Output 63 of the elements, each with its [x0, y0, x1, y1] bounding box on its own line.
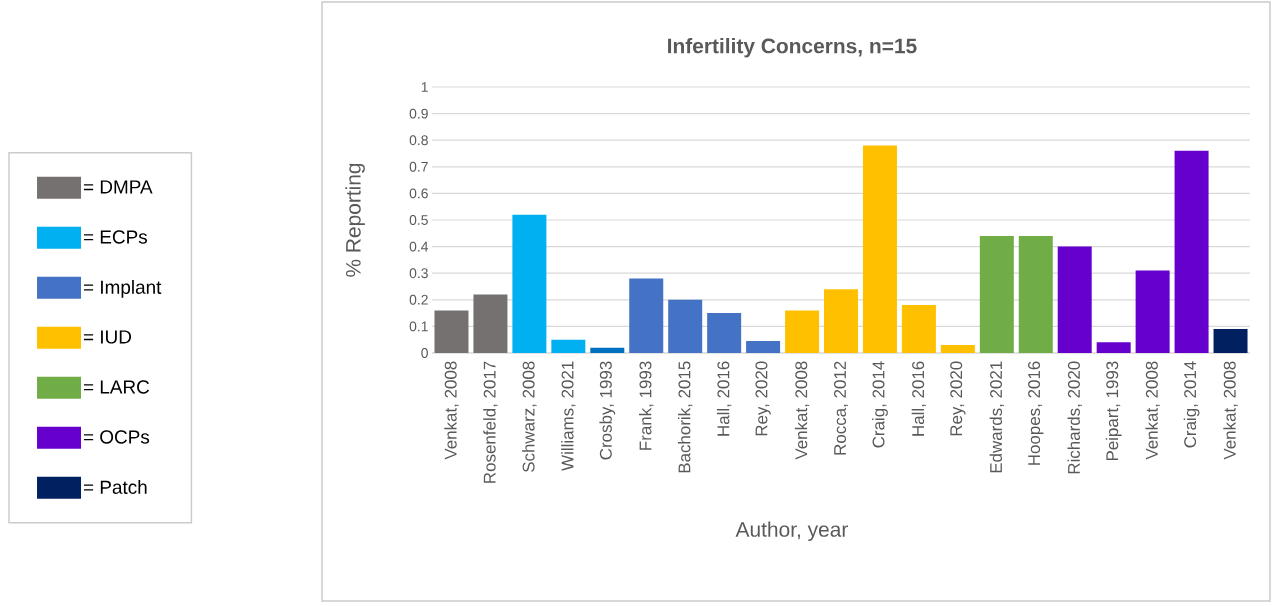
x-tick-label: Hall, 2016 [716, 361, 732, 436]
x-tick-label: Rocca, 2012 [834, 361, 849, 455]
legend-label: = ECPs [83, 230, 148, 244]
bar [707, 313, 742, 353]
x-tick-label: Venkat, 2008 [1223, 361, 1238, 460]
bar [785, 310, 820, 353]
y-axis-title: % Reporting [345, 163, 365, 277]
chart-title: Infertility Concerns, n=15 [668, 37, 917, 58]
bar [1018, 235, 1053, 353]
x-tick-label: Bachorik, 2015 [677, 361, 693, 473]
x-tick-label: Richards, 2020 [1067, 361, 1082, 474]
bar [1174, 150, 1209, 353]
bar [668, 299, 703, 353]
legend-label: = IUD [83, 330, 132, 344]
bar [1057, 246, 1092, 353]
y-tick-label: 0.8 [409, 135, 428, 146]
y-tick-label: 0.3 [409, 268, 428, 279]
legend-label: = LARC [83, 380, 150, 394]
x-tick-label: Crosby, 1993 [599, 361, 616, 460]
x-tick-label: Venkat, 2008 [1145, 361, 1160, 460]
bar [1096, 342, 1131, 353]
bar [512, 214, 547, 353]
bar [940, 345, 975, 353]
bar [473, 294, 508, 353]
y-tick-label: 1 [421, 82, 428, 92]
bar [629, 278, 664, 353]
x-tick-label: Venkat, 2008 [794, 361, 810, 460]
y-tick-label: 0.4 [409, 241, 429, 252]
y-tick-label: 0.2 [409, 294, 428, 305]
x-tick-label: Hall, 2016 [911, 361, 927, 436]
legend-label: = Implant [83, 280, 162, 298]
y-tick-label: 0.1 [409, 321, 428, 332]
bar [1135, 270, 1170, 353]
x-tick-label: Edwards, 2021 [989, 361, 1005, 473]
x-tick-label: Craig, 2014 [872, 361, 888, 448]
x-tick-label: Schwarz, 2008 [522, 361, 537, 473]
x-tick-label: Craig, 2014 [1183, 361, 1200, 448]
x-tick-label: Rey, 2020 [755, 361, 771, 436]
bar [1213, 329, 1248, 353]
y-tick-label: 0 [421, 348, 428, 358]
bar [434, 310, 469, 353]
x-tick-label: Hoopes, 2016 [1028, 361, 1044, 465]
bar [746, 341, 781, 353]
x-tick-label: Peipart, 1993 [1105, 361, 1122, 461]
legend-label: = DMPA [83, 180, 153, 194]
x-tick-label: Venkat, 2008 [444, 361, 459, 460]
bar [901, 305, 936, 353]
y-tick-label: 0.7 [409, 161, 428, 172]
bar [862, 145, 897, 353]
legend-label: = Patch [83, 480, 147, 494]
y-tick-label: 0.9 [409, 108, 428, 119]
x-tick-label: Williams, 2021 [561, 361, 576, 471]
bar [824, 289, 859, 353]
x-tick-label: Frank, 1993 [639, 361, 654, 450]
bar [551, 339, 586, 353]
x-tick-label: Rosenfeld, 2017 [483, 361, 498, 483]
x-axis-title: Author, year [735, 521, 848, 542]
x-tick-label: Rey, 2020 [950, 361, 966, 436]
y-tick-label: 0.5 [409, 215, 428, 225]
bar [590, 347, 625, 353]
legend-label: = OCPs [83, 430, 150, 444]
y-tick-label: 0.6 [409, 188, 428, 199]
bar [979, 235, 1014, 353]
